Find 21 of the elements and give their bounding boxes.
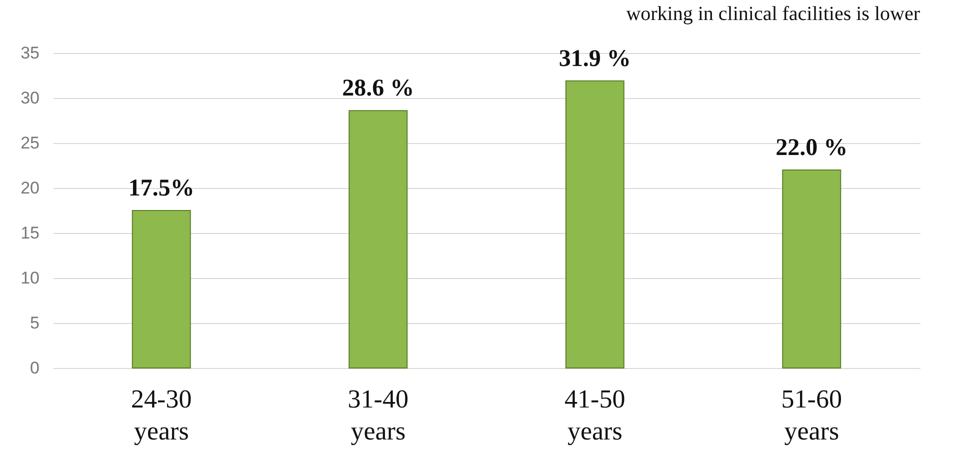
bar: [132, 210, 191, 368]
bar: [565, 80, 624, 368]
y-tick-label: 30: [20, 88, 40, 108]
x-tick-label: 41-50 years: [564, 384, 626, 446]
data-label: 31.9 %: [558, 46, 631, 72]
y-tick-label: 5: [30, 314, 40, 332]
x-tick-label: 51-60 years: [781, 384, 842, 446]
data-label: 28.6 %: [342, 76, 414, 102]
y-tick-label: 20: [20, 178, 40, 198]
data-label: 17.5%: [128, 176, 194, 202]
y-tick-label: 0: [30, 358, 40, 378]
bar: [348, 110, 408, 368]
data-label: 22.0 %: [776, 135, 848, 161]
x-tick-label: 31-40 years: [348, 384, 408, 446]
x-tick-label: 24-30 years: [131, 384, 192, 446]
y-tick-label: 15: [20, 224, 40, 242]
y-tick-label: 10: [20, 268, 40, 288]
y-tick-label: 25: [20, 134, 40, 152]
y-tick-label: 35: [20, 44, 40, 62]
text: working in clinical facilities is lower: [626, 3, 920, 25]
bar: [782, 170, 842, 368]
